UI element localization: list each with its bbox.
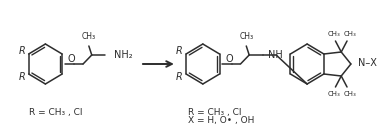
Text: R = CH₃ , Cl: R = CH₃ , Cl: [188, 107, 242, 116]
Text: O: O: [225, 54, 233, 64]
Text: NH₂: NH₂: [114, 50, 133, 59]
Text: CH₃: CH₃: [327, 31, 340, 37]
Text: CH₃: CH₃: [344, 91, 356, 97]
Text: CH₃: CH₃: [82, 32, 96, 41]
Text: R: R: [176, 46, 183, 56]
Text: R: R: [19, 46, 25, 56]
Text: NH: NH: [268, 50, 283, 59]
Text: CH₃: CH₃: [344, 31, 356, 37]
Text: X = H, O• , OH: X = H, O• , OH: [188, 116, 255, 126]
Text: CH₃: CH₃: [327, 91, 340, 97]
Text: N–X: N–X: [358, 58, 376, 68]
Text: R: R: [176, 72, 183, 82]
Text: R = CH₃ , Cl: R = CH₃ , Cl: [29, 107, 82, 116]
Text: R: R: [19, 72, 25, 82]
Text: O: O: [68, 54, 75, 64]
Text: CH₃: CH₃: [239, 32, 253, 41]
